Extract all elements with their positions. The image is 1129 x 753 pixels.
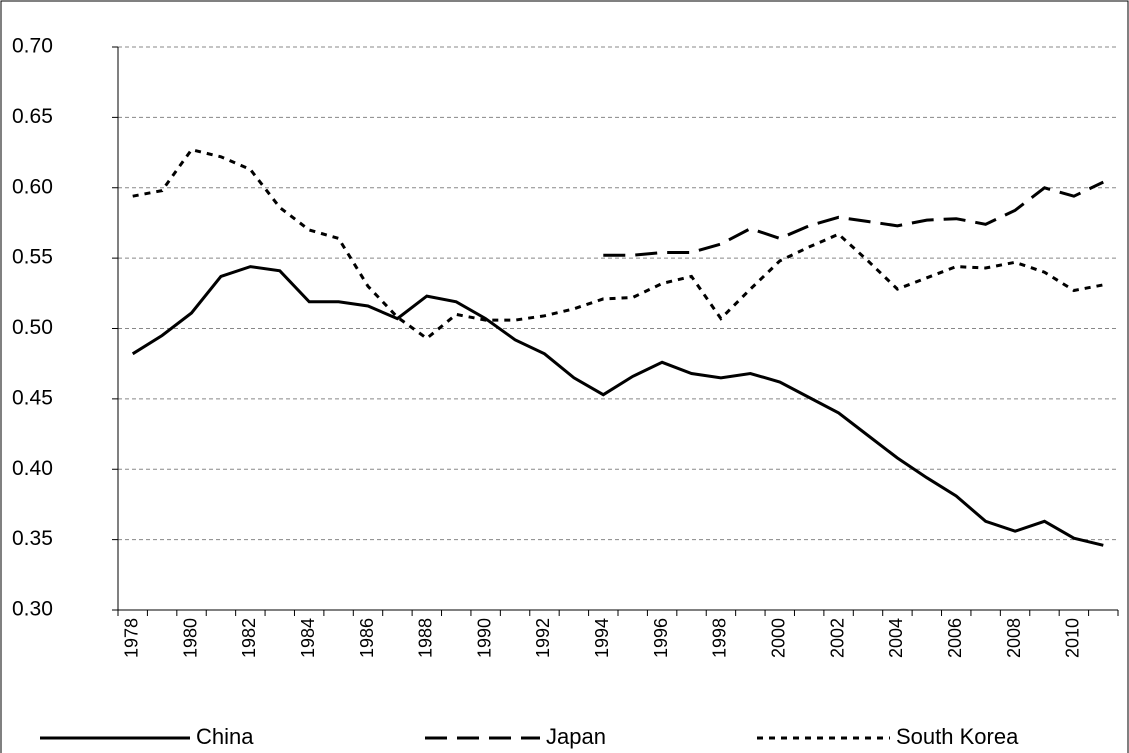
x-tick-label: 1988 <box>416 618 436 658</box>
y-tick-label: 0.45 <box>12 386 53 409</box>
x-tick-label: 1984 <box>298 618 318 658</box>
x-tick-label: 1980 <box>180 618 200 658</box>
series-line <box>131 265 1104 547</box>
x-tick-label: 1998 <box>710 618 730 658</box>
x-tick-label: 2000 <box>769 618 789 658</box>
y-tick-label: 0.65 <box>12 105 53 128</box>
y-tick-label: 0.35 <box>12 527 53 550</box>
x-tick-label: 2004 <box>886 618 906 658</box>
legend-label: China <box>196 724 254 749</box>
x-tick-label: 1996 <box>651 618 671 658</box>
x-tick-label: 2008 <box>1004 618 1024 658</box>
y-tick-label: 0.40 <box>12 457 53 480</box>
series-line <box>603 180 1104 257</box>
x-tick-label: 1986 <box>357 618 377 658</box>
x-tick-label: 1990 <box>474 618 494 658</box>
y-tick-label: 0.55 <box>12 246 53 269</box>
x-tick-label: 1982 <box>239 618 259 658</box>
y-tick-label: 0.50 <box>12 316 53 339</box>
x-tick-label: 2010 <box>1063 618 1083 658</box>
x-tick-label: 2002 <box>827 618 847 658</box>
legend-label: South Korea <box>896 724 1019 749</box>
legend-label: Japan <box>546 724 606 749</box>
y-tick-label: 0.60 <box>12 175 53 198</box>
series-line <box>132 148 1104 341</box>
x-tick-label: 1992 <box>533 618 553 658</box>
x-tick-label: 1994 <box>592 618 612 658</box>
x-tick-label: 1978 <box>121 618 141 658</box>
y-tick-label: 0.30 <box>12 598 53 621</box>
x-tick-label: 2006 <box>945 618 965 658</box>
y-tick-label: 0.70 <box>12 35 53 58</box>
